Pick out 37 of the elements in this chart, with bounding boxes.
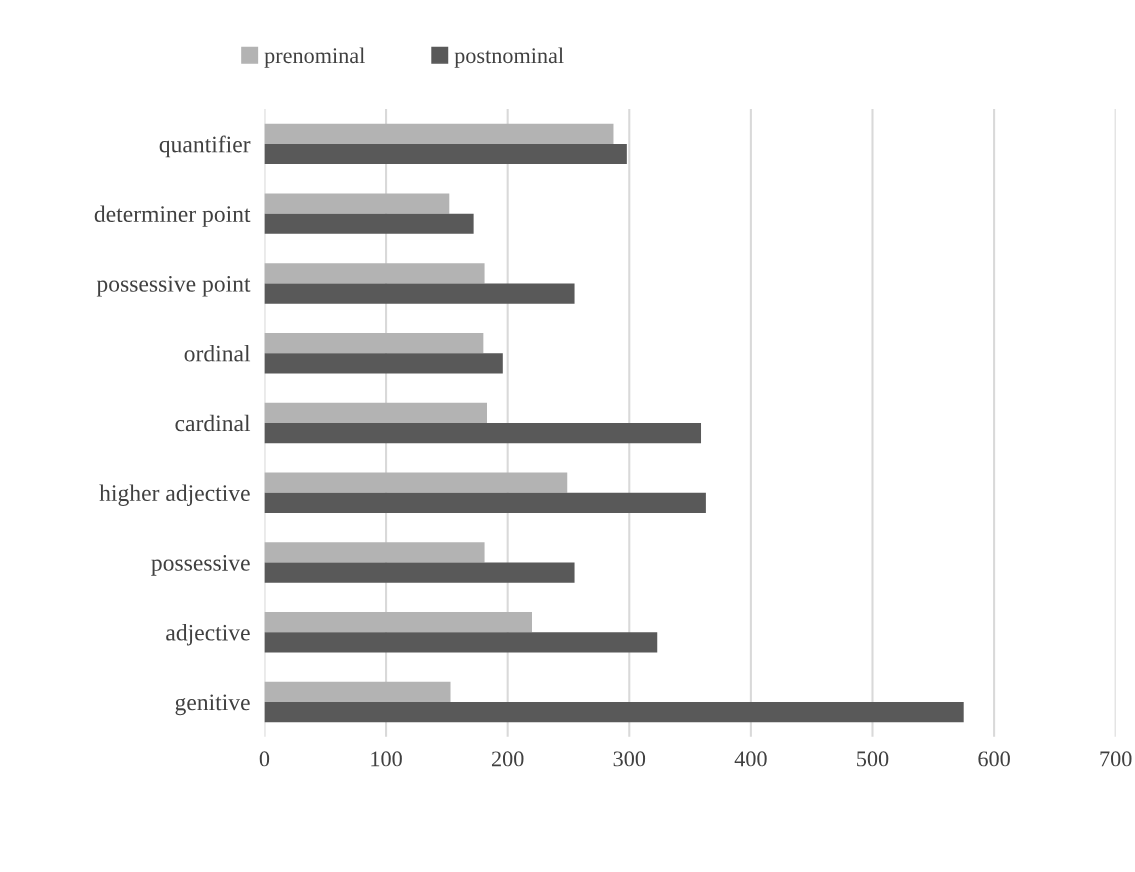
- bar: [264, 213, 474, 234]
- x-tick-label: 200: [491, 751, 524, 767]
- bar: [264, 263, 485, 284]
- bar: [264, 472, 568, 493]
- bar: [264, 123, 614, 144]
- bar: [264, 562, 575, 583]
- y-tick-label: determiner point: [94, 205, 251, 227]
- x-tick-label: 300: [613, 751, 646, 767]
- x-tick-label: 500: [857, 751, 889, 767]
- y-tick-label: adjective: [166, 624, 250, 646]
- bar: [264, 283, 575, 304]
- y-tick-label: ordinal: [184, 344, 251, 362]
- x-tick-label: 100: [371, 751, 402, 767]
- bar: [264, 611, 532, 633]
- y-tick-label: higher adjective: [99, 484, 250, 506]
- y-tick-label: genitive: [175, 694, 250, 716]
- legend-label: prenominal: [264, 47, 365, 68]
- x-tick-label: 600: [978, 751, 1010, 767]
- x-tick-label: 700: [1100, 751, 1132, 767]
- y-tick-label: possessive point: [96, 275, 251, 297]
- bar: [264, 701, 964, 723]
- bar: [264, 332, 484, 354]
- x-tick-label: 400: [734, 751, 767, 767]
- bar: [264, 542, 485, 563]
- bar: [264, 353, 503, 374]
- y-tick-label: possessive: [151, 555, 250, 576]
- bar: [264, 193, 450, 214]
- bar: [264, 632, 658, 653]
- bar: [264, 402, 487, 423]
- bar: [264, 143, 627, 165]
- x-tick-label: 0: [259, 751, 270, 767]
- y-tick-label: quantifier: [159, 135, 251, 158]
- y-tick-label: cardinal: [175, 414, 251, 432]
- bar: [264, 492, 706, 513]
- legend-label: postnominal: [454, 47, 564, 68]
- bar: [264, 422, 702, 444]
- bar: [264, 681, 451, 702]
